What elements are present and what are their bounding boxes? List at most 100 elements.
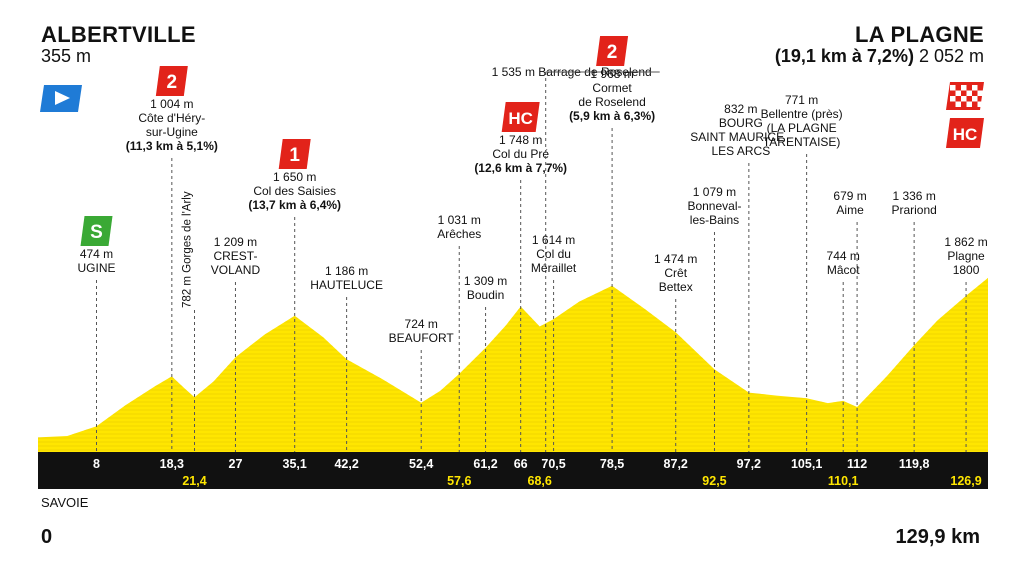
waypoint-label-line: les-Bains [690,213,739,227]
checker-cell [950,85,956,91]
start-km-label: 0 [41,526,53,548]
badge-shape [501,102,540,132]
waypoint-label-line: 1 309 m [464,274,507,288]
checker-cell [961,85,967,91]
km-marker: 97,2 [737,457,761,471]
waypoint-label-line: Arêches [437,227,481,241]
km-marker: 57,6 [447,474,471,488]
waypoint-label-line: 771 m [785,93,818,107]
waypoint-label-line: de Roselend [578,95,645,109]
checker-cell [961,96,967,102]
waypoint-label-line: (12,6 km à 7,7%) [474,161,567,175]
badge-shape [596,36,629,66]
km-marker: 42,2 [334,457,358,471]
waypoint-label-line: 1 004 m [150,97,193,111]
waypoint-label-line: CREST- [213,249,257,263]
checker-cell [966,101,972,107]
waypoint-label-line: BEAUFORT [389,331,455,345]
waypoint-label-line: (5,9 km à 6,3%) [569,109,655,123]
checker-cell [972,85,978,91]
waypoint-label-line: Bettex [659,280,693,294]
waypoint-label-line: Bonneval- [687,199,741,213]
waypoint-label-line: (13,7 km à 6,4%) [248,198,341,212]
km-marker: 27 [229,457,243,471]
waypoint-label-line: 1 968 m [590,67,633,81]
checker-cell [977,90,983,96]
badge-text: 2 [607,42,618,63]
waypoint-label-line: 832 m [724,102,757,116]
checker-cell [950,96,956,102]
km-marker: 21,4 [182,474,206,488]
waypoint-label-line: Prariond [891,203,936,217]
waypoint-label-line: Bellentre (près) [761,107,843,121]
waypoint-label-line: sur-Ugine [146,125,198,139]
waypoint-label-line: 1 209 m [214,235,257,249]
km-marker: 61,2 [473,457,497,471]
waypoint-label-line: VOLAND [211,263,261,277]
km-marker: 119,8 [899,457,930,471]
waypoint-label-line: 1 862 m [944,235,987,249]
checker-cell [972,96,978,102]
climb-category-icon: HC [946,118,984,148]
badge-text: 1 [289,145,300,166]
finish-info: (19,1 km à 7,2%) 2 052 m [775,46,984,67]
climb-category-icon: 1 [278,139,311,169]
waypoint-label-line: 1800 [953,263,980,277]
badge-text: HC [953,125,978,144]
waypoint-label-line: 1 336 m [892,189,935,203]
waypoint-label-line: HAUTELUCE [310,278,383,292]
finish-climb-info: (19,1 km à 7,2%) [774,46,914,66]
waypoint-label-line: LES ARCS [712,144,771,158]
waypoint-label-line: Crêt [664,266,687,280]
waypoint-label-line: 679 m [833,189,866,203]
badge-shape [278,139,311,169]
waypoint-label-line: 1 650 m [273,170,316,184]
km-marker: 92,5 [702,474,726,488]
km-marker: 8 [93,457,100,471]
climb-category-icon: 2 [155,66,188,96]
badge-text: HC [508,109,533,128]
badge-shape [155,66,188,96]
checker-cell [966,90,972,96]
badge-text: S [90,222,103,243]
climb-category-icon: 2 [596,36,629,66]
waypoint-label-line: Col du Pré [492,147,549,161]
waypoint-label-line: 1 614 m [532,233,575,247]
km-marker: 126,9 [950,474,981,488]
waypoint-label-line: (LA PLAGNE [767,121,837,135]
waypoint-label-line: Méraillet [531,261,577,275]
km-marker: 78,5 [600,457,624,471]
waypoint-label-line: 1 079 m [693,185,736,199]
intermediate-sprint-icon: S [80,216,113,246]
checker-cell [955,101,961,107]
km-marker: 105,1 [791,457,822,471]
waypoint-label-line: Cormet [592,81,632,95]
waypoint-label-line: Col des Saisies [253,184,336,198]
km-marker: 52,4 [409,457,433,471]
total-distance-label: 129,9 km [895,526,980,548]
km-marker: 68,6 [528,474,552,488]
checker-cell [977,101,983,107]
km-marker: 66 [514,457,528,471]
profile-area [38,277,988,452]
waypoint-label-line: 474 m [80,247,113,261]
waypoint-label-line: Mâcot [827,263,860,277]
waypoint-label-line: 1 474 m [654,252,697,266]
km-marker: 70,5 [541,457,565,471]
km-marker: 87,2 [664,457,688,471]
km-band [38,452,988,489]
km-marker: 35,1 [283,457,307,471]
waypoint-label-line: 1 031 m [438,213,481,227]
finish-altitude: 2 052 m [918,46,984,66]
km-marker: 18,3 [160,457,184,471]
start-flag-arrow [55,91,70,105]
start-altitude: 355 m [41,46,92,66]
waypoint-label-line: (11,3 km à 5,1%) [126,139,218,153]
region-label: SAVOIE [41,495,89,510]
badge-text: 2 [167,72,178,93]
waypoint-label-line: 1 748 m [499,133,542,147]
waypoint-label-line: UGINE [77,261,115,275]
finish-checkered-flag-icon [946,82,984,110]
